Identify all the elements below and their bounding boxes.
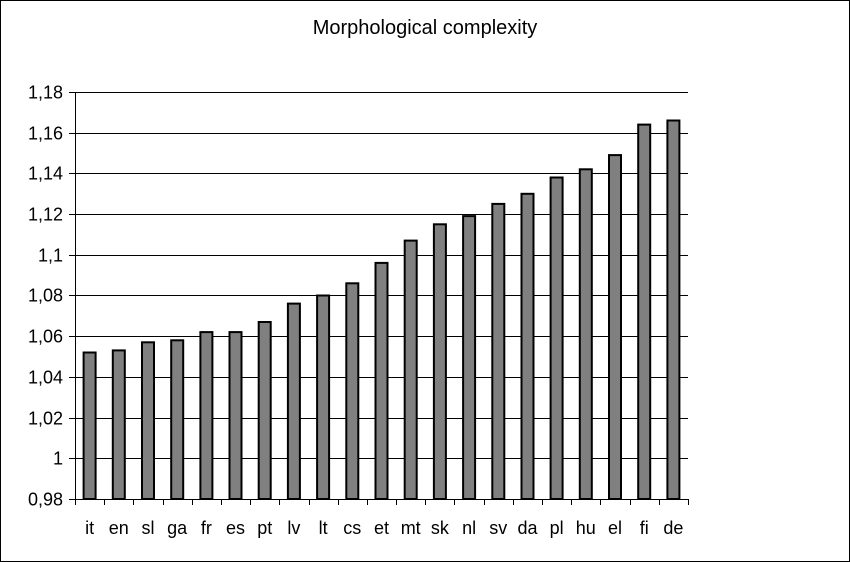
y-tick-label: 1,02 [28, 409, 63, 429]
bar-lt [316, 294, 331, 500]
x-tick-label: lt [319, 518, 328, 538]
bar-fi [637, 123, 652, 500]
x-tick-label: it [85, 518, 94, 538]
bar-fr [199, 331, 214, 500]
y-tick-label: 1,06 [28, 327, 63, 347]
x-tick-label: es [226, 518, 245, 538]
bar-ga [170, 339, 185, 500]
bar-mt [403, 239, 418, 500]
x-tick-label: nl [462, 518, 476, 538]
x-tick-label: fi [640, 518, 649, 538]
bars [82, 119, 681, 501]
y-tick-label: 1,14 [28, 164, 63, 184]
bar-et [374, 261, 389, 500]
y-tick-label: 1 [53, 449, 63, 469]
bar-en [111, 349, 126, 500]
bar-pl [549, 176, 564, 500]
x-tick-label: cs [343, 518, 361, 538]
y-tick-label: 1,04 [28, 368, 63, 388]
bar-de [666, 119, 681, 500]
y-tick-label: 1,08 [28, 286, 63, 306]
bar-sv [491, 202, 506, 500]
y-tick-label: 1,12 [28, 205, 63, 225]
tick-labels: 0,98 1 1,02 1,04 1,06 1,08 1,1 1,12 1,14 1,16 1,18… [28, 83, 683, 539]
x-tick-label: pt [257, 518, 272, 538]
x-tick-label: et [374, 518, 389, 538]
x-tick-label: mt [401, 518, 421, 538]
y-tick-label: 1,16 [28, 124, 63, 144]
y-tick-label: 0,98 [28, 490, 63, 510]
x-tick-label: ga [167, 518, 188, 538]
bar-lv [286, 302, 301, 500]
bar-sk [432, 223, 447, 501]
bar-hu [578, 168, 593, 501]
x-tick-label: pl [550, 518, 564, 538]
bar-es [228, 331, 243, 500]
bar-cs [345, 282, 360, 500]
bar-nl [462, 215, 477, 500]
x-tick-label: da [517, 518, 538, 538]
x-tick-label: el [608, 518, 622, 538]
x-tick-label: hu [576, 518, 596, 538]
x-tick-label: sl [142, 518, 155, 538]
axes [69, 92, 689, 505]
bar-da [520, 192, 535, 501]
x-tick-label: lv [287, 518, 300, 538]
chart-title: Morphological complexity [312, 17, 538, 39]
x-tick-label: sk [431, 518, 450, 538]
bar-sl [141, 341, 155, 500]
bar-pt [257, 321, 272, 500]
x-tick-label: fr [201, 518, 212, 538]
y-tick-label: 1,1 [38, 246, 63, 266]
x-tick-label: sv [489, 518, 507, 538]
bar-it [82, 351, 97, 500]
x-tick-label: de [663, 518, 683, 538]
y-tick-label: 1,18 [28, 83, 63, 103]
x-tick-label: en [109, 518, 129, 538]
bar-el [608, 154, 622, 500]
